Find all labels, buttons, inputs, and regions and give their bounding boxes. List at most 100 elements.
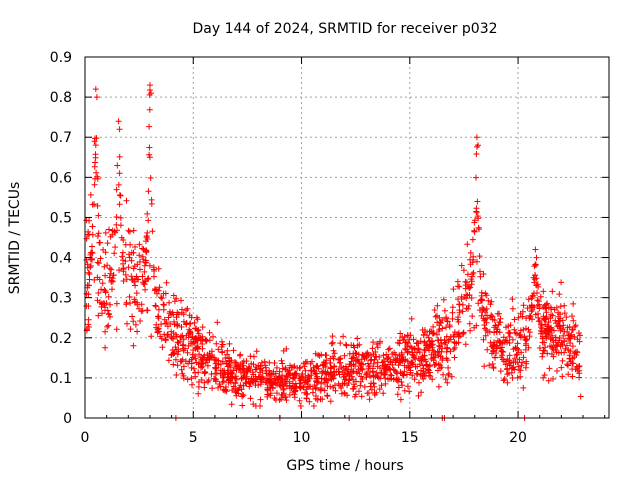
data-point [221,369,228,376]
data-point [228,357,235,364]
data-point [198,360,205,367]
data-point [504,379,511,386]
data-point [546,365,553,372]
data-point [445,372,452,379]
data-point [516,356,523,363]
data-point [462,341,469,348]
data-point [490,345,497,352]
data-point [140,280,147,287]
data-point [438,348,445,355]
data-point [408,344,415,351]
data-point [91,181,98,188]
data-point [88,255,95,262]
data-point [382,380,389,387]
data-point [420,368,427,375]
chart-title: Day 144 of 2024, SRMTID for receiver p03… [192,21,497,37]
data-point [130,342,137,349]
data-point [175,346,182,353]
data-point [267,392,274,399]
data-point [478,297,485,304]
data-point [534,290,540,296]
data-point [529,293,536,300]
data-point [521,333,528,340]
data-point [401,356,407,363]
data-point [185,342,192,349]
data-point [89,243,95,250]
data-point [179,356,186,363]
data-point [137,318,144,324]
data-point [409,359,416,366]
data-point [257,363,264,370]
data-point [370,374,377,380]
data-point [439,325,446,332]
data-point [86,217,93,224]
data-point [215,346,222,353]
data-point [246,383,253,390]
data-point [544,326,551,333]
data-point [350,368,357,375]
data-point [497,368,504,375]
data-point [357,365,364,372]
data-point [204,362,211,369]
data-point [308,367,315,374]
data-point [178,297,184,304]
data-point [338,385,345,391]
data-point [540,374,547,381]
data-point [532,246,539,253]
data-point [152,302,159,309]
data-point [419,327,426,333]
data-point [377,365,383,372]
data-point [394,370,401,377]
data-point [257,396,264,403]
data-point [203,337,210,344]
data-point [555,309,562,316]
data-point [317,396,324,403]
data-point [469,271,476,278]
data-point [198,364,204,371]
data-point [109,278,116,285]
data-point [442,376,449,383]
data-point [111,228,118,235]
data-point [209,385,216,392]
data-point [446,370,452,377]
data-point [212,364,219,371]
y-tick-label: 0.1 [50,371,72,387]
data-point [432,313,439,320]
data-point [524,305,531,312]
data-point [491,329,498,336]
data-point [414,339,421,346]
data-point [547,343,553,349]
data-point [180,336,187,343]
data-point [226,340,233,347]
data-point [303,395,310,402]
data-point [102,328,109,335]
data-point [134,328,141,335]
data-point [515,347,522,353]
data-point [201,368,208,375]
y-tick-label: 0.7 [50,130,72,146]
data-point [515,363,522,370]
data-point [152,286,158,292]
data-point [91,276,98,283]
data-point [394,378,401,385]
data-point [328,375,335,382]
y-tick-label: 0 [63,411,72,427]
data-point [258,373,265,380]
data-point [374,344,381,351]
data-point [443,324,449,331]
data-point [312,385,319,392]
data-point [448,373,455,380]
data-point [434,312,440,319]
data-point [320,368,327,375]
data-point [544,350,551,357]
data-point [540,288,547,295]
data-point [464,241,471,248]
data-point [212,365,219,372]
data-point [492,354,498,361]
data-point [236,352,243,359]
data-points [83,82,584,421]
data-point [106,265,113,272]
data-point [358,356,365,363]
data-point [447,333,454,340]
data-point [419,353,426,360]
